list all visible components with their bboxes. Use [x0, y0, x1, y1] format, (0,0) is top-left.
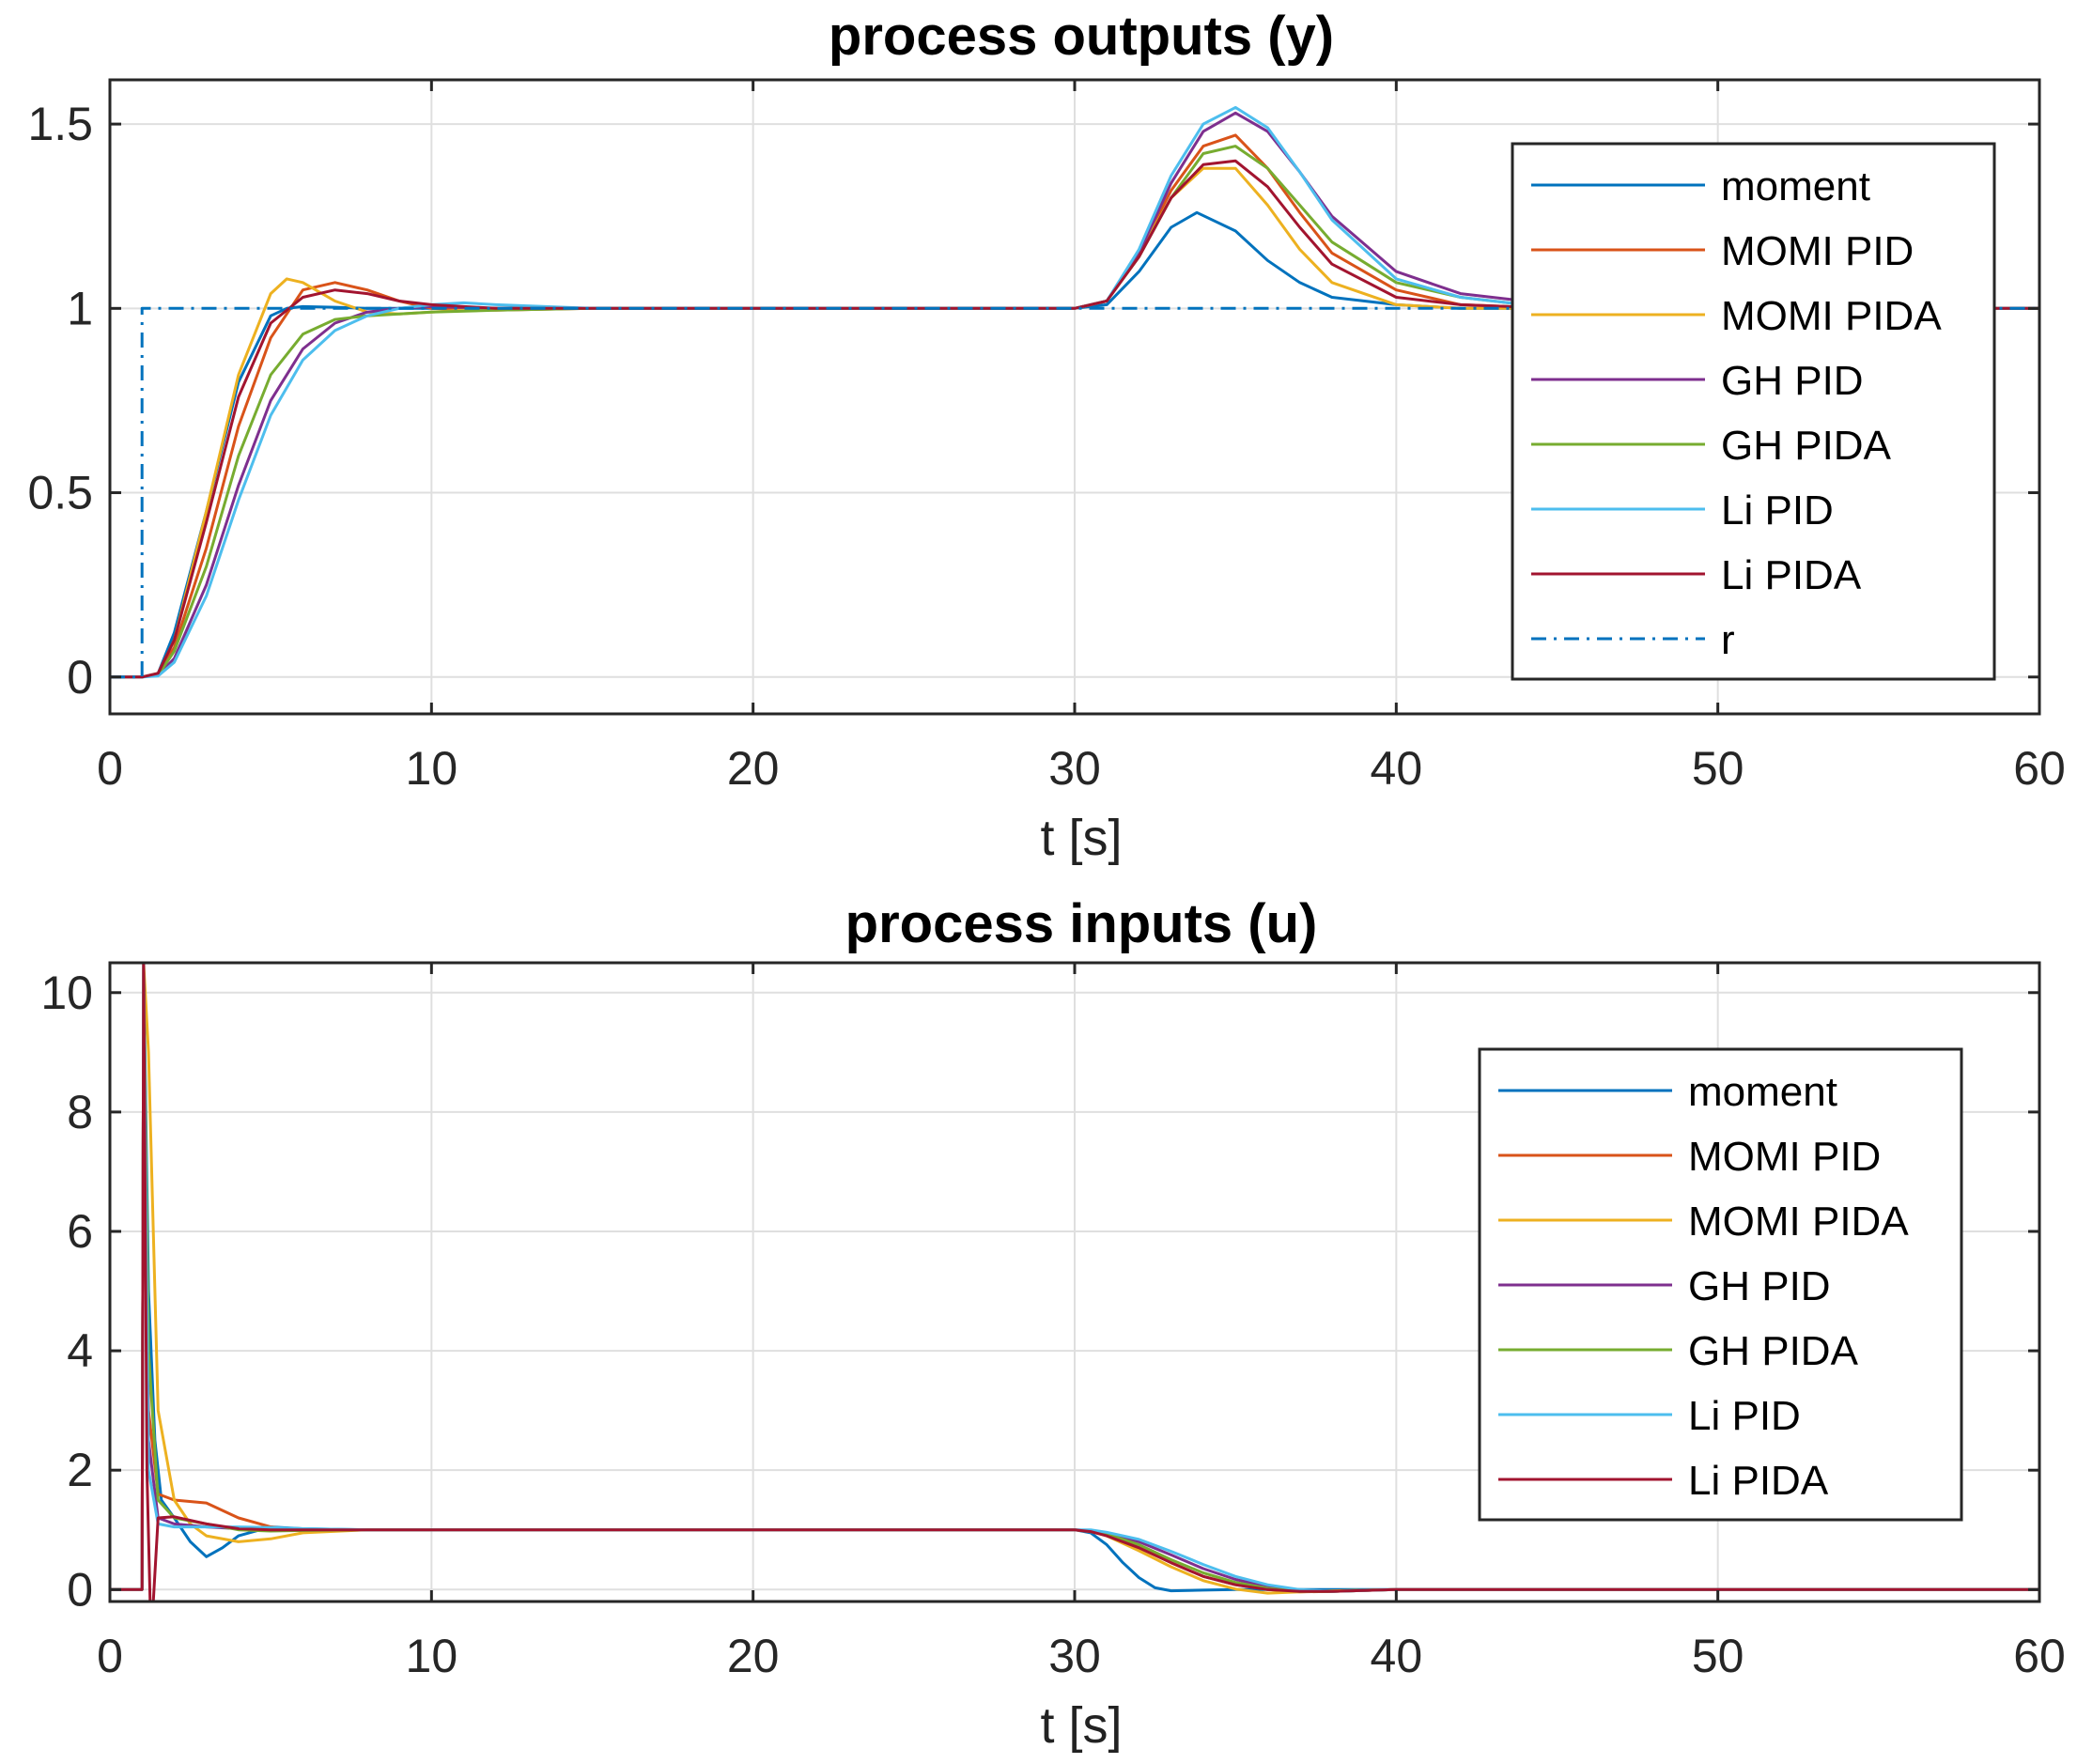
x-tick-label: 20 — [727, 1630, 780, 1682]
x-tick-label: 40 — [1371, 1630, 1423, 1682]
y-tick-label: 0 — [67, 651, 93, 704]
chart-title: process outputs (y) — [829, 6, 1334, 67]
y-tick-label: 2 — [67, 1444, 93, 1496]
x-tick-label: 30 — [1048, 742, 1101, 795]
axis-ticks: 0 10 20 30 40 50 60 0 2 4 6 8 10 — [40, 963, 2066, 1682]
legend-entry-label: MOMI PID — [1721, 228, 1914, 274]
process-inputs-panel: process inputs (u) 0 10 20 30 40 50 600246810 … — [40, 893, 2065, 1754]
legend-entry-label: Li PID — [1688, 1393, 1801, 1439]
legend-entry-label: moment — [1721, 163, 1870, 209]
x-axis-label: t [s] — [1040, 1697, 1122, 1754]
legend-entry-label: GH PIDA — [1721, 423, 1892, 469]
chart-title: process inputs (u) — [845, 893, 1318, 954]
legend-entry-label: Li PIDA — [1721, 552, 1862, 598]
y-tick-label: 8 — [67, 1086, 93, 1138]
legend-entry-label: MOMI PIDA — [1688, 1199, 1909, 1245]
x-tick-label: 10 — [406, 1630, 458, 1682]
legend-entry-label: Li PID — [1721, 487, 1834, 534]
axis-ticks: 0 10 20 30 40 50 60 0 0.5 1 1.5 — [27, 80, 2066, 795]
y-tick-label: 4 — [67, 1324, 93, 1377]
legend-entry-label: GH PIDA — [1688, 1328, 1859, 1374]
legend: moment MOMI PID MOMI PIDA GH PID GH PIDA Li P… — [1511, 142, 1996, 681]
legend-entry-label: moment — [1688, 1069, 1837, 1115]
legend-entry-label: GH PID — [1688, 1263, 1831, 1309]
x-tick-label: 10 — [406, 742, 458, 795]
x-axis-label: t [s] — [1040, 810, 1122, 866]
y-tick-label: 0 — [67, 1563, 93, 1616]
y-tick-label: 0.5 — [27, 467, 93, 519]
x-tick-label: 50 — [1692, 742, 1744, 795]
legend: moment MOMI PID MOMI PIDA GH PID GH PIDA Li P… — [1478, 1047, 1963, 1522]
legend-entry-label: r — [1721, 617, 1735, 663]
x-tick-label: 40 — [1371, 742, 1423, 795]
series-lines — [110, 963, 2039, 1602]
y-tick-label: 6 — [67, 1205, 93, 1258]
legend-entry-label: MOMI PIDA — [1721, 293, 1942, 339]
process-outputs-panel: process outputs (y) 0 10 20 30 40 50 60 0 0.5 1 1.… — [27, 6, 2065, 866]
series-line-li-pida — [110, 963, 2039, 1602]
x-tick-label: 0 — [97, 1630, 123, 1682]
y-tick-label: 1 — [67, 282, 93, 334]
legend-entry-label: Li PIDA — [1688, 1458, 1829, 1504]
series-line-r — [110, 306, 2039, 679]
x-tick-label: 60 — [2013, 742, 2066, 795]
x-tick-label: 60 — [2013, 1630, 2066, 1682]
legend-entry-label: GH PID — [1721, 358, 1864, 404]
series-line-li-pida — [110, 159, 2039, 679]
y-tick-label: 1.5 — [27, 98, 93, 150]
legend-entry-label: MOMI PID — [1688, 1134, 1881, 1180]
x-tick-label: 50 — [1692, 1630, 1744, 1682]
y-tick-label: 10 — [40, 967, 93, 1019]
legend-box — [1511, 142, 1996, 681]
x-tick-label: 0 — [97, 742, 123, 795]
x-tick-label: 30 — [1048, 1630, 1101, 1682]
x-tick-label: 20 — [727, 742, 780, 795]
series-lines — [110, 105, 2039, 679]
